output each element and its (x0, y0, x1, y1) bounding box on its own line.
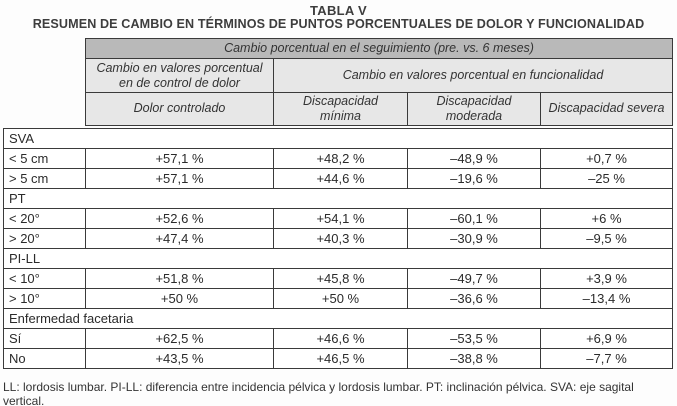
section-label: PI-LL (2, 248, 674, 269)
value-cell: +44,6 % (273, 168, 408, 189)
table-title: TABLA V (310, 3, 367, 18)
value-cell: –48,9 % (407, 148, 541, 169)
value-cell: +45,8 % (273, 268, 408, 289)
value-cell: –36,6 % (407, 288, 541, 309)
row-label: > 20° (3, 228, 86, 249)
group-header-dolor: Cambio en valores porcentual en de contr… (85, 58, 274, 93)
column-header-discapacidad-moderada: Discapacidad moderada (407, 92, 541, 126)
body-table: SVA < 5 cm +57,1 % +48,2 % –48,9 % +0,7 … (2, 128, 674, 369)
table-row: < 20° +52,6 % +54,1 % –60,1 % +6 % (3, 208, 674, 229)
value-cell: +62,5 % (85, 328, 274, 349)
header-table: Cambio porcentual en el seguimiento (pre… (85, 38, 673, 126)
value-cell: +47,4 % (85, 228, 274, 249)
group-header-row: Cambio en valores porcentual en de contr… (85, 58, 673, 93)
table-row: Sí +62,5 % +46,6 % –53,5 % +6,9 % (3, 328, 674, 349)
value-cell: –53,5 % (407, 328, 541, 349)
row-label: < 20° (3, 208, 86, 229)
column-header-discapacidad-minima: Discapacidad mínima (273, 92, 408, 126)
value-cell: +50 % (273, 288, 408, 309)
table-row: No +43,5 % +46,5 % –38,8 % –7,7 % (3, 348, 674, 369)
row-label: > 5 cm (3, 168, 86, 189)
value-cell: +46,6 % (273, 328, 408, 349)
value-cell: +3,9 % (539, 268, 674, 289)
value-cell: –19,6 % (407, 168, 541, 189)
section-row-enfermedad-facetaria: Enfermedad facetaria (2, 308, 674, 329)
table-row: > 10° +50 % +50 % –36,6 % –13,4 % (3, 288, 674, 309)
value-cell: –38,8 % (407, 348, 541, 369)
value-cell: –60,1 % (407, 208, 541, 229)
table-row: > 5 cm +57,1 % +44,6 % –19,6 % –25 % (3, 168, 674, 189)
value-cell: +6 % (539, 208, 674, 229)
value-cell: +54,1 % (273, 208, 408, 229)
value-cell: –7,7 % (539, 348, 674, 369)
section-label: Enfermedad facetaria (2, 308, 674, 329)
spanner-header-seguimiento: Cambio porcentual en el seguimiento (pre… (85, 38, 673, 59)
row-label: < 5 cm (3, 148, 86, 169)
column-header-row: Dolor controlado Discapacidad mínima Dis… (85, 92, 673, 126)
value-cell: +51,8 % (85, 268, 274, 289)
table-footnote: LL: lordosis lumbar. PI-LL: diferencia e… (3, 380, 634, 406)
section-row-pi-ll: PI-LL (2, 248, 674, 269)
value-cell: +52,6 % (85, 208, 274, 229)
table-row: < 5 cm +57,1 % +48,2 % –48,9 % +0,7 % (3, 148, 674, 169)
row-label: No (3, 348, 86, 369)
value-cell: +50 % (85, 288, 274, 309)
value-cell: +0,7 % (539, 148, 674, 169)
section-row-sva: SVA (2, 128, 674, 149)
row-label: > 10° (3, 288, 86, 309)
section-row-pt: PT (2, 188, 674, 209)
section-label: SVA (2, 128, 674, 149)
table-row: < 10° +51,8 % +45,8 % –49,7 % +3,9 % (3, 268, 674, 289)
value-cell: +57,1 % (85, 148, 274, 169)
section-label: PT (2, 188, 674, 209)
value-cell: +48,2 % (273, 148, 408, 169)
row-label: < 10° (3, 268, 86, 289)
value-cell: –13,4 % (539, 288, 674, 309)
group-header-funcionalidad: Cambio en valores porcentual en funciona… (273, 58, 673, 93)
column-header-discapacidad-severa: Discapacidad severa (540, 92, 673, 126)
value-cell: +40,3 % (273, 228, 408, 249)
value-cell: –49,7 % (407, 268, 541, 289)
value-cell: +43,5 % (85, 348, 274, 369)
table-subtitle: RESUMEN DE CAMBIO EN TÉRMINOS DE PUNTOS … (32, 17, 645, 31)
column-header-dolor-controlado: Dolor controlado (85, 92, 274, 126)
value-cell: +6,9 % (539, 328, 674, 349)
spanner-header-row: Cambio porcentual en el seguimiento (pre… (85, 38, 673, 59)
value-cell: +57,1 % (85, 168, 274, 189)
value-cell: +46,5 % (273, 348, 408, 369)
value-cell: –9,5 % (539, 228, 674, 249)
value-cell: –25 % (539, 168, 674, 189)
value-cell: –30,9 % (407, 228, 541, 249)
table-row: > 20° +47,4 % +40,3 % –30,9 % –9,5 % (3, 228, 674, 249)
row-label: Sí (3, 328, 86, 349)
